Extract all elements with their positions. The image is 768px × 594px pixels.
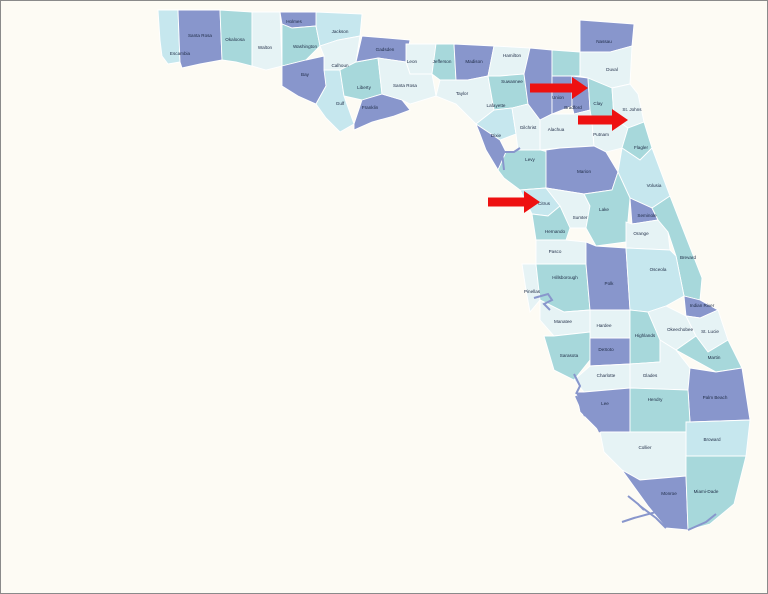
- county-label-dixie: Dixie: [491, 133, 502, 138]
- arrows-layer: [488, 77, 628, 213]
- county-label-lafayette: Lafayette: [487, 103, 506, 108]
- county-label-manatee: Manatee: [554, 319, 572, 324]
- county-label-polk: Polk: [605, 281, 615, 286]
- county-okaloosa: [219, 9, 253, 67]
- county-label-desoto: DeSoto: [598, 347, 614, 352]
- coastal-key-1: [500, 147, 521, 171]
- county-orange: [625, 219, 671, 251]
- county-label-clay: Clay: [593, 101, 603, 106]
- county-label-highlands: Highlands: [635, 333, 656, 338]
- county-label-brevard: Brevard: [680, 255, 697, 260]
- county-label-bradford: Bradford: [564, 105, 582, 110]
- county-label-taylor: Taylor: [456, 91, 469, 96]
- county-label-holmes: Holmes: [286, 19, 302, 24]
- county-label-alachua: Alachua: [548, 127, 565, 132]
- county-label-martin: Martin: [708, 355, 721, 360]
- coastal-key-7: [621, 503, 683, 523]
- red-arrow-citrus: [488, 191, 540, 213]
- county-label-levy: Levy: [525, 157, 535, 162]
- county-label-nassau: Nassau: [596, 39, 612, 44]
- county-label-escambia: Escambia: [170, 51, 191, 56]
- county-label-hendry: Hendry: [648, 397, 664, 402]
- county-label-st-johns: St. Johns: [622, 107, 642, 112]
- county-label-duval: Duval: [606, 67, 618, 72]
- red-arrow-st-johns: [578, 109, 628, 131]
- coastal-key-6: [627, 495, 645, 511]
- county-label-union: Union: [552, 95, 564, 100]
- county-label-wakulla: Santa Rosa: [393, 83, 417, 88]
- county-pinellas: [521, 263, 541, 314]
- county-label-franklin: Franklin: [362, 105, 379, 110]
- county-label-hernando: Hernando: [545, 229, 566, 234]
- county-walton: [251, 11, 283, 71]
- county-label-madison: Madison: [465, 59, 483, 64]
- county-santa-rosa-w: [177, 9, 223, 69]
- county-label-st-lucie: St. Lucie: [701, 329, 719, 334]
- county-label-osceola: Osceola: [650, 267, 667, 272]
- county-label-miami-dade: Miami-Dade: [694, 489, 719, 494]
- coastal-key-2: [533, 292, 554, 311]
- county-label-jackson: Jackson: [332, 29, 349, 34]
- county-label-liberty: Liberty: [357, 85, 371, 90]
- county-label-pasco: Pasco: [549, 249, 562, 254]
- county-label-palm-beach: Palm Beach: [703, 395, 728, 400]
- county-label-marion: Marion: [577, 169, 591, 174]
- county-label-sumter: Sumter: [573, 215, 588, 220]
- county-label-orange: Orange: [633, 231, 649, 236]
- county-label-gilchrist: Gilchrist: [520, 125, 537, 130]
- county-baker: [551, 49, 581, 77]
- county-hendry: [629, 387, 691, 433]
- county-label-hardee: Hardee: [596, 323, 612, 328]
- county-label-citrus: Citrus: [538, 201, 551, 206]
- county-label-hamilton: Hamilton: [503, 53, 522, 58]
- county-label-putnam: Putnam: [593, 132, 609, 137]
- county-label-charlotte: Charlotte: [597, 373, 616, 378]
- county-label-sarasota: Sarasota: [560, 353, 579, 358]
- county-lee: [575, 387, 631, 433]
- county-label-flagler: Flagler: [634, 145, 649, 150]
- county-osceola: [625, 247, 685, 313]
- county-label-jefferson: Jefferson: [433, 59, 452, 64]
- coastal-key-5: [639, 505, 667, 529]
- county-label-santa-rosa-w: Santa Rosa: [188, 33, 212, 38]
- counties-layer: [157, 9, 751, 531]
- county-label-suwannee: Suwannee: [501, 79, 523, 84]
- county-hamilton: [487, 45, 531, 77]
- county-label-glades: Glades: [643, 373, 658, 378]
- county-label-calhoun: Calhoun: [331, 63, 349, 68]
- county-label-indian-river: Indian River: [690, 303, 715, 308]
- county-collier: [599, 431, 687, 481]
- labels-layer: Escambia Santa Rosa Okaloosa Walton Holmes Wa…: [170, 19, 728, 496]
- county-label-leon: Leon: [407, 59, 418, 64]
- county-label-monroe: Monroe: [661, 491, 677, 496]
- county-levy: [497, 149, 549, 191]
- county-label-lake: Lake: [599, 207, 609, 212]
- county-label-lee: Lee: [601, 401, 609, 406]
- county-polk: [585, 241, 631, 311]
- red-arrow-clay: [530, 77, 588, 99]
- county-label-bay: Bay: [301, 72, 310, 77]
- county-label-seminole: Seminole: [637, 213, 657, 218]
- county-label-volusia: Volusia: [647, 183, 662, 188]
- county-label-pinellas: Pinellas: [524, 289, 541, 294]
- coastal-key-4: [573, 373, 582, 395]
- county-miami-dade: [685, 455, 747, 531]
- coastal-key-8: [687, 513, 717, 531]
- county-label-washington: Washington: [293, 44, 318, 49]
- coastal-key-3: [575, 395, 601, 433]
- county-label-okaloosa: Okaloosa: [225, 37, 245, 42]
- county-label-okeechobee: Okeechobee: [667, 327, 693, 332]
- county-label-gadsden: Gadsden: [376, 47, 395, 52]
- county-lafayette: [475, 107, 517, 141]
- county-label-walton: Walton: [258, 45, 273, 50]
- county-label-hillsborough: Hillsborough: [552, 275, 578, 280]
- county-label-gulf: Gulf: [336, 101, 345, 106]
- keys-layer: [500, 147, 717, 531]
- county-label-collier: Collier: [638, 445, 651, 450]
- county-label-broward: Broward: [703, 437, 721, 442]
